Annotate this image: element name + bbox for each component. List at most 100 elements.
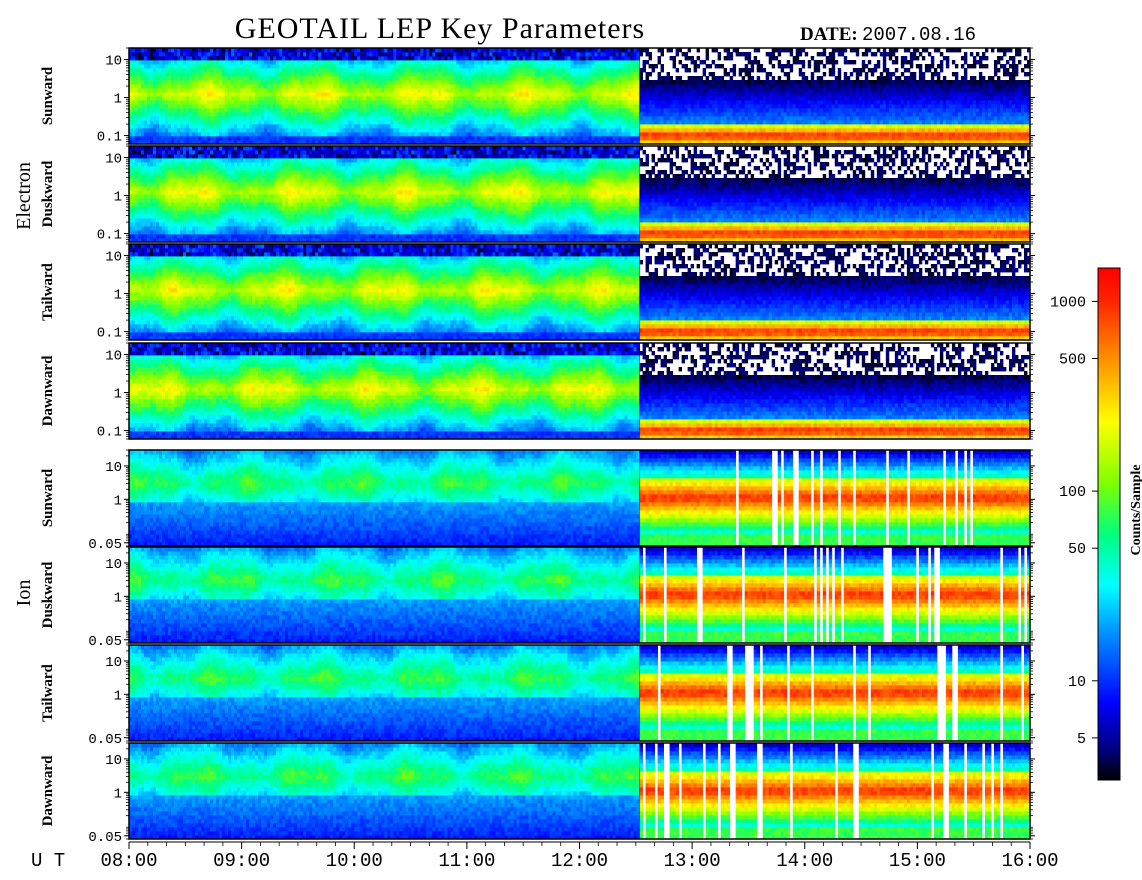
- spectrogram-cell: [763, 124, 766, 128]
- spectrogram-cell: [754, 56, 757, 60]
- spectrogram-cell: [432, 116, 435, 120]
- spectrogram-cell: [450, 68, 453, 72]
- spectrogram-cell: [423, 100, 426, 104]
- spectrogram-cell: [456, 68, 459, 72]
- spectrogram-cell: [348, 56, 351, 60]
- spectrogram-cell: [610, 116, 613, 120]
- spectrogram-cell: [619, 72, 622, 76]
- spectrogram-cell: [432, 56, 435, 60]
- spectrogram-cell: [670, 128, 673, 132]
- spectrogram-cell: [607, 52, 610, 56]
- spectrogram-cell: [225, 68, 228, 72]
- spectrogram-cell: [357, 52, 360, 56]
- spectrogram-cell: [730, 52, 733, 56]
- spectrogram-cell: [183, 64, 186, 68]
- spectrogram-cell: [447, 84, 450, 88]
- spectrogram-cell: [607, 80, 610, 84]
- spectrogram-cell: [736, 104, 739, 108]
- spectrogram-cell: [360, 96, 363, 100]
- spectrogram-cell: [504, 128, 507, 132]
- spectrogram-cell: [261, 72, 264, 76]
- spectrogram-cell: [333, 52, 336, 56]
- spectrogram-cell: [303, 112, 306, 116]
- spectrogram-cell: [339, 100, 342, 104]
- spectrogram-cell: [480, 128, 483, 132]
- spectrogram-cell: [267, 112, 270, 116]
- spectrogram-cell: [655, 128, 658, 132]
- spectrogram-cell: [628, 76, 631, 80]
- spectrogram-cell: [270, 112, 273, 116]
- spectrogram-cell: [664, 120, 667, 124]
- spectrogram-cell: [586, 116, 589, 120]
- spectrogram-cell: [763, 120, 766, 124]
- spectrogram-cell: [270, 80, 273, 84]
- spectrogram-cell: [561, 64, 564, 68]
- spectrogram-cell: [486, 80, 489, 84]
- spectrogram-cell: [513, 112, 516, 116]
- spectrogram-cell: [489, 80, 492, 84]
- spectrogram-cell: [456, 128, 459, 132]
- spectrogram-cell: [207, 80, 210, 84]
- spectrogram-cell: [682, 124, 685, 128]
- spectrogram-cell: [540, 132, 543, 136]
- spectrogram-cell: [649, 64, 652, 68]
- spectrogram-cell: [138, 104, 141, 108]
- spectrogram-cell: [619, 104, 622, 108]
- spectrogram-cell: [480, 64, 483, 68]
- spectrogram-cell: [171, 128, 174, 132]
- spectrogram-cell: [348, 72, 351, 76]
- spectrogram-cell: [634, 60, 637, 64]
- spectrogram-cell: [537, 92, 540, 96]
- spectrogram-cell: [477, 88, 480, 92]
- spectrogram-cell: [132, 84, 135, 88]
- spectrogram-cell: [480, 92, 483, 96]
- spectrogram-cell: [456, 80, 459, 84]
- spectrogram-cell: [375, 80, 378, 84]
- spectrogram-cell: [661, 104, 664, 108]
- spectrogram-cell: [724, 92, 727, 96]
- spectrogram-cell: [580, 64, 583, 68]
- spectrogram-cell: [291, 128, 294, 132]
- spectrogram-cell: [601, 56, 604, 60]
- spectrogram-cell: [543, 116, 546, 120]
- spectrogram-cell: [363, 124, 366, 128]
- spectrogram-cell: [480, 52, 483, 56]
- spectrogram-cell: [474, 116, 477, 120]
- spectrogram-cell: [141, 88, 144, 92]
- spectrogram-cell: [540, 104, 543, 108]
- spectrogram-cell: [583, 84, 586, 88]
- spectrogram-cell: [598, 112, 601, 116]
- spectrogram-cell: [324, 136, 327, 140]
- spectrogram-cell: [234, 132, 237, 136]
- spectrogram-cell: [429, 80, 432, 84]
- spectrogram-cell: [634, 72, 637, 76]
- spectrogram-cell: [498, 112, 501, 116]
- spectrogram-cell: [573, 96, 576, 100]
- spectrogram-cell: [676, 132, 679, 136]
- spectrogram-cell: [676, 84, 679, 88]
- spectrogram-cell: [258, 132, 261, 136]
- spectrogram-cell: [742, 96, 745, 100]
- spectrogram-cell: [423, 76, 426, 80]
- spectrogram-cell: [679, 92, 682, 96]
- spectrogram-cell: [610, 68, 613, 72]
- spectrogram-cell: [631, 120, 634, 124]
- spectrogram-cell: [694, 112, 697, 116]
- spectrogram-cell: [528, 72, 531, 76]
- spectrogram-cell: [580, 84, 583, 88]
- spectrogram-cell: [754, 100, 757, 104]
- spectrogram-cell: [264, 120, 267, 124]
- spectrogram-cell: [546, 92, 549, 96]
- spectrogram-cell: [285, 100, 288, 104]
- spectrogram-cell: [589, 96, 592, 100]
- spectrogram-cell: [333, 112, 336, 116]
- spectrogram-cell: [303, 132, 306, 136]
- spectrogram-cell: [255, 136, 258, 140]
- spectrogram-cell: [321, 60, 324, 64]
- spectrogram-cell: [270, 76, 273, 80]
- spectrogram-cell: [441, 84, 444, 88]
- spectrogram-cell: [240, 52, 243, 56]
- spectrogram-cell: [607, 76, 610, 80]
- spectrogram-cell: [396, 104, 399, 108]
- spectrogram-cell: [177, 56, 180, 60]
